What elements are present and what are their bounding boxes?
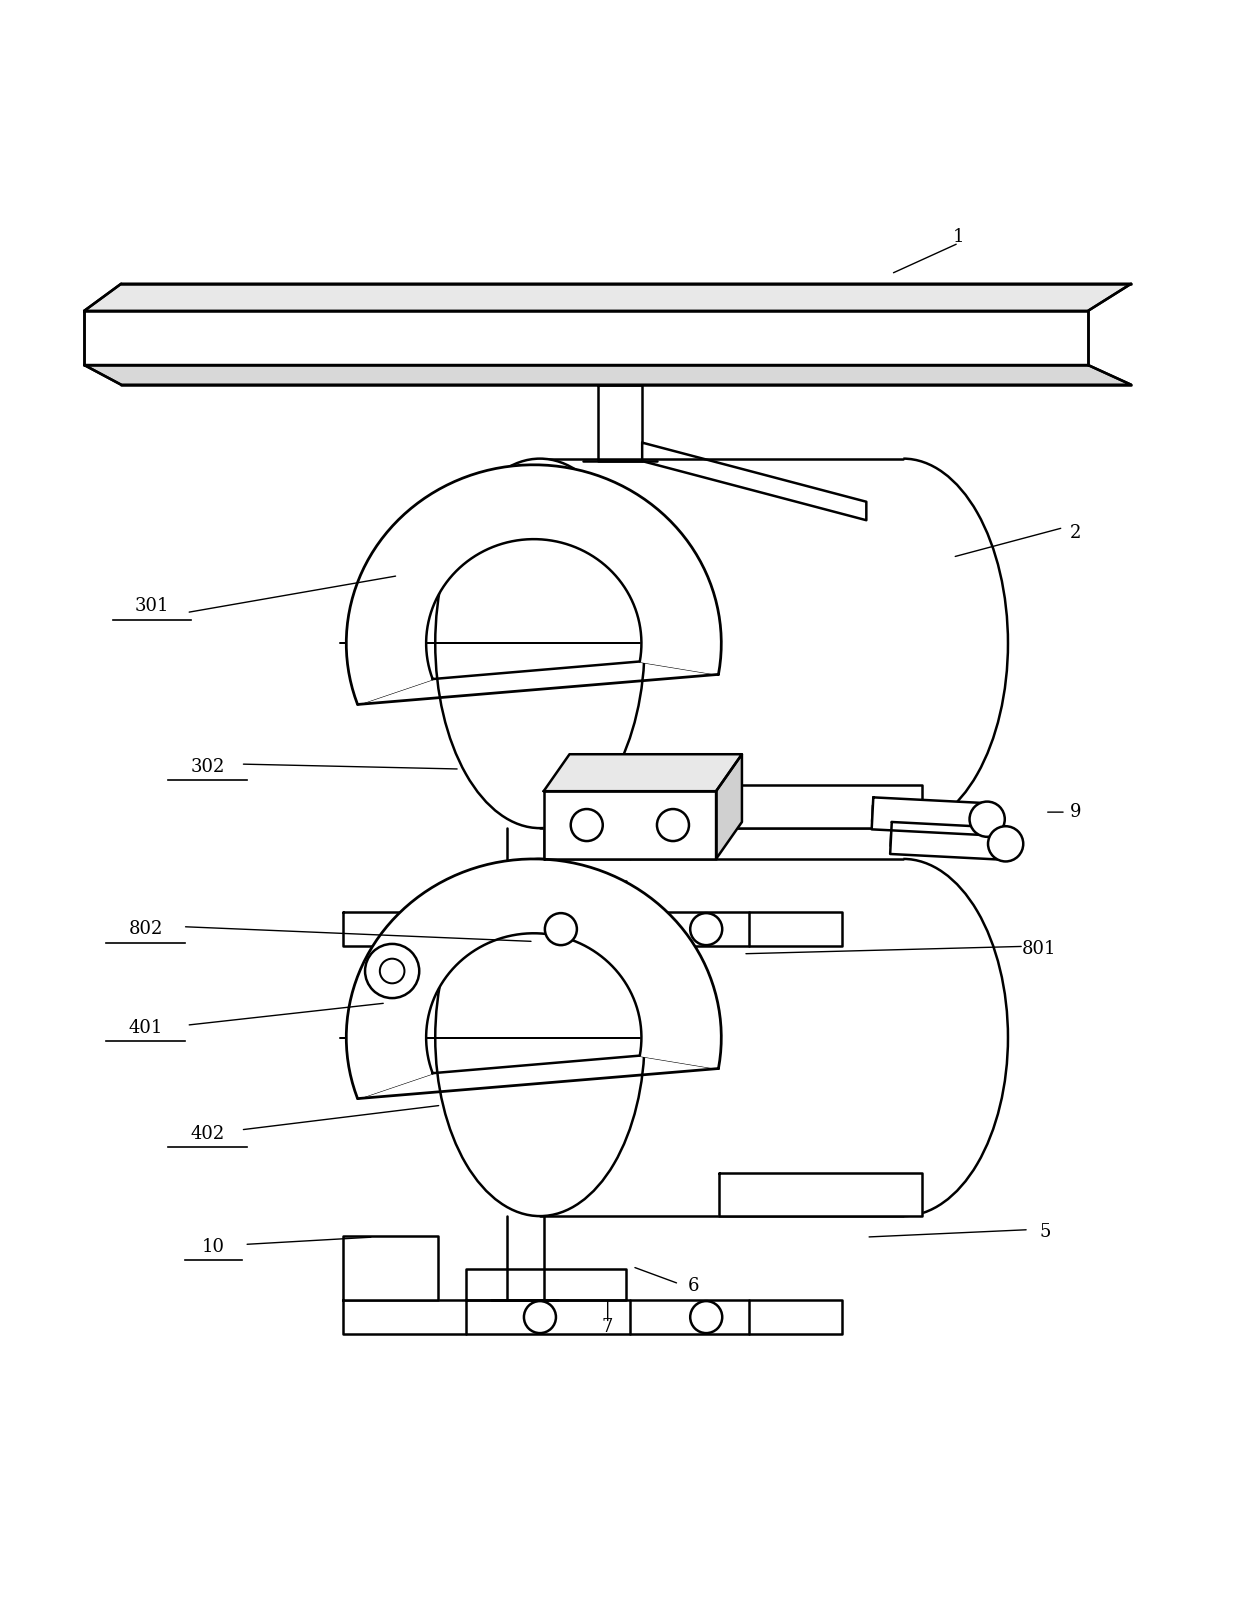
Polygon shape (343, 1236, 438, 1300)
Polygon shape (715, 754, 742, 858)
Text: 302: 302 (190, 757, 224, 776)
Text: 801: 801 (1022, 940, 1056, 958)
Polygon shape (539, 458, 903, 828)
Polygon shape (718, 1173, 921, 1216)
Circle shape (988, 826, 1023, 861)
Text: 2: 2 (1070, 524, 1081, 542)
Text: 301: 301 (135, 598, 169, 615)
Circle shape (570, 808, 603, 840)
Polygon shape (466, 1270, 626, 1300)
Circle shape (691, 1302, 722, 1334)
Polygon shape (84, 310, 1087, 365)
Polygon shape (346, 860, 722, 1099)
Polygon shape (718, 786, 921, 828)
Polygon shape (343, 1300, 842, 1334)
Circle shape (525, 1302, 556, 1334)
Polygon shape (346, 464, 722, 704)
Polygon shape (543, 791, 715, 858)
Text: 6: 6 (688, 1278, 699, 1295)
Polygon shape (539, 858, 903, 1216)
Ellipse shape (435, 458, 645, 828)
Polygon shape (343, 911, 842, 947)
Ellipse shape (435, 858, 645, 1216)
Text: 5: 5 (1039, 1223, 1050, 1241)
Polygon shape (84, 284, 1131, 310)
Circle shape (365, 943, 419, 998)
Circle shape (379, 959, 404, 983)
Circle shape (691, 913, 722, 945)
Text: 9: 9 (1070, 804, 1081, 821)
Polygon shape (890, 823, 1007, 860)
Polygon shape (872, 797, 988, 836)
Text: 1: 1 (954, 228, 965, 246)
Polygon shape (543, 754, 742, 791)
Circle shape (970, 802, 1004, 837)
Text: 7: 7 (601, 1318, 614, 1335)
Text: 802: 802 (129, 921, 162, 938)
Text: 402: 402 (190, 1125, 224, 1143)
Text: 401: 401 (129, 1019, 162, 1037)
Circle shape (544, 913, 577, 945)
Text: 10: 10 (202, 1237, 224, 1257)
Polygon shape (642, 442, 867, 521)
Polygon shape (466, 881, 626, 911)
Circle shape (657, 808, 689, 840)
Polygon shape (598, 384, 642, 461)
Polygon shape (84, 365, 1131, 384)
